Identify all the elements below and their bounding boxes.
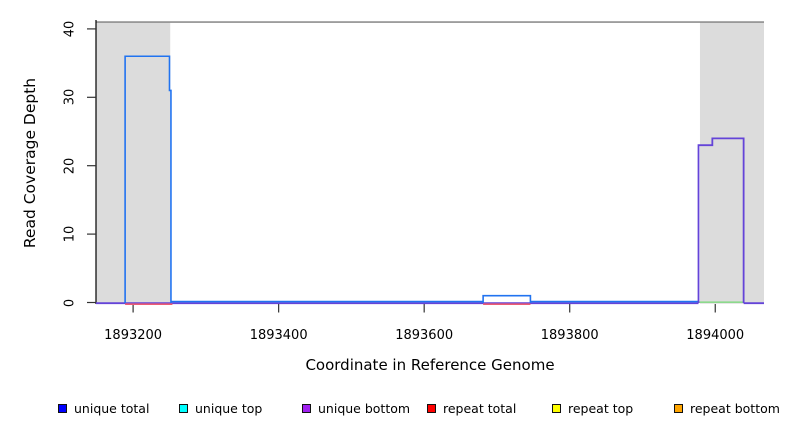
y-tick-label: 0 bbox=[62, 298, 78, 307]
y-tick-label: 20 bbox=[62, 157, 78, 174]
y-tick-label: 40 bbox=[62, 20, 78, 38]
series-unique-total-line bbox=[482, 294, 532, 303]
x-tick-label: 1893600 bbox=[395, 328, 454, 343]
shaded-region bbox=[96, 22, 171, 304]
x-tick-label: 1893800 bbox=[540, 328, 599, 343]
x-axis-title: Coordinate in Reference Genome bbox=[305, 356, 555, 374]
x-tick-label: 1894000 bbox=[686, 328, 745, 343]
y-tick-label: 30 bbox=[62, 89, 78, 106]
x-tick-label: 1893400 bbox=[249, 328, 308, 343]
y-tick-label: 10 bbox=[62, 225, 78, 243]
x-tick-label: 1893200 bbox=[104, 328, 163, 343]
series-unique-total-line bbox=[124, 55, 172, 303]
series-unique-bottom-line bbox=[697, 137, 745, 303]
y-axis-title: Read Coverage Depth bbox=[21, 77, 39, 249]
shaded-region bbox=[699, 22, 764, 304]
